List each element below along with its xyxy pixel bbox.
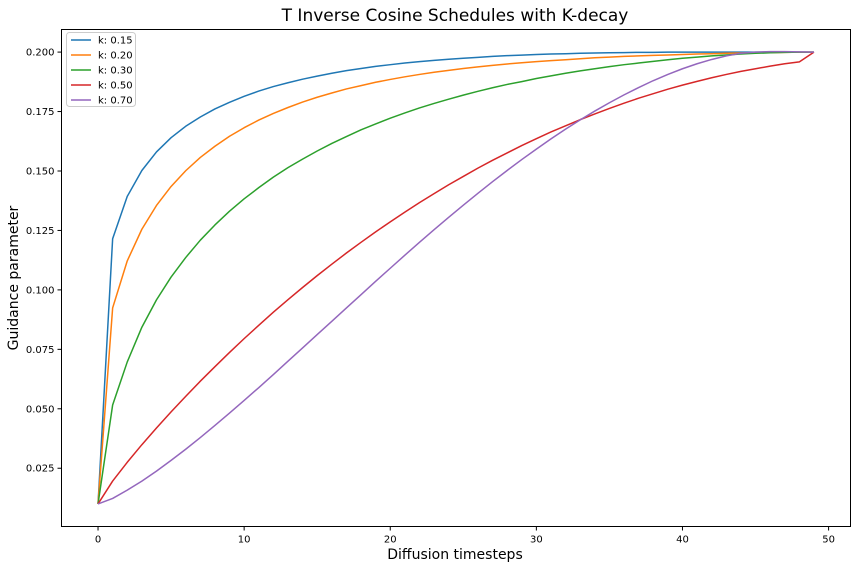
y-tick-label: 0.075 — [26, 345, 55, 356]
series-line-5 — [97, 50, 814, 505]
y-tick-label: 0.175 — [26, 107, 55, 118]
legend-label-3: k: 0.30 — [98, 66, 133, 77]
x-axis: 0 10 20 30 40 50 — [95, 526, 835, 546]
series-line-1 — [97, 51, 814, 504]
series-layer — [97, 50, 815, 505]
x-tick-label: 40 — [676, 535, 689, 546]
chart-title: T Inverse Cosine Schedules with K-decay — [281, 6, 629, 26]
y-tick-label: 0.125 — [26, 226, 55, 237]
plot-area — [61, 29, 851, 527]
series-line-2 — [97, 51, 814, 504]
y-tick-label: 0.100 — [26, 285, 55, 296]
legend: k: 0.15 k: 0.20 k: 0.30 k: 0.50 k: 0.70 — [66, 32, 136, 107]
y-tick-label: 0.050 — [26, 404, 55, 415]
y-tick-label: 0.025 — [26, 464, 55, 475]
x-axis-label: Diffusion timesteps — [387, 547, 522, 563]
legend-items: k: 0.15 k: 0.20 k: 0.30 k: 0.50 k: 0.70 — [71, 36, 133, 107]
legend-label-2: k: 0.20 — [98, 51, 133, 62]
y-tick-label: 0.150 — [26, 166, 55, 177]
legend-label-4: k: 0.50 — [98, 81, 133, 92]
x-tick-label: 20 — [384, 535, 397, 546]
x-tick-label: 0 — [95, 535, 101, 546]
x-tick-label: 50 — [822, 535, 835, 546]
series-line-3 — [97, 51, 814, 505]
y-tick-label: 0.200 — [26, 48, 55, 59]
y-axis: 0.025 0.050 0.075 0.100 0.125 0.150 0.175 0.200 — [26, 48, 62, 475]
legend-label-1: k: 0.15 — [98, 36, 133, 47]
legend-box — [66, 32, 136, 107]
y-axis-label: Guidance parameter — [6, 205, 22, 350]
legend-label-5: k: 0.70 — [98, 96, 133, 107]
x-tick-label: 30 — [530, 535, 543, 546]
x-tick-label: 10 — [238, 535, 251, 546]
series-line-4 — [97, 51, 815, 505]
plot-frame — [61, 29, 851, 527]
